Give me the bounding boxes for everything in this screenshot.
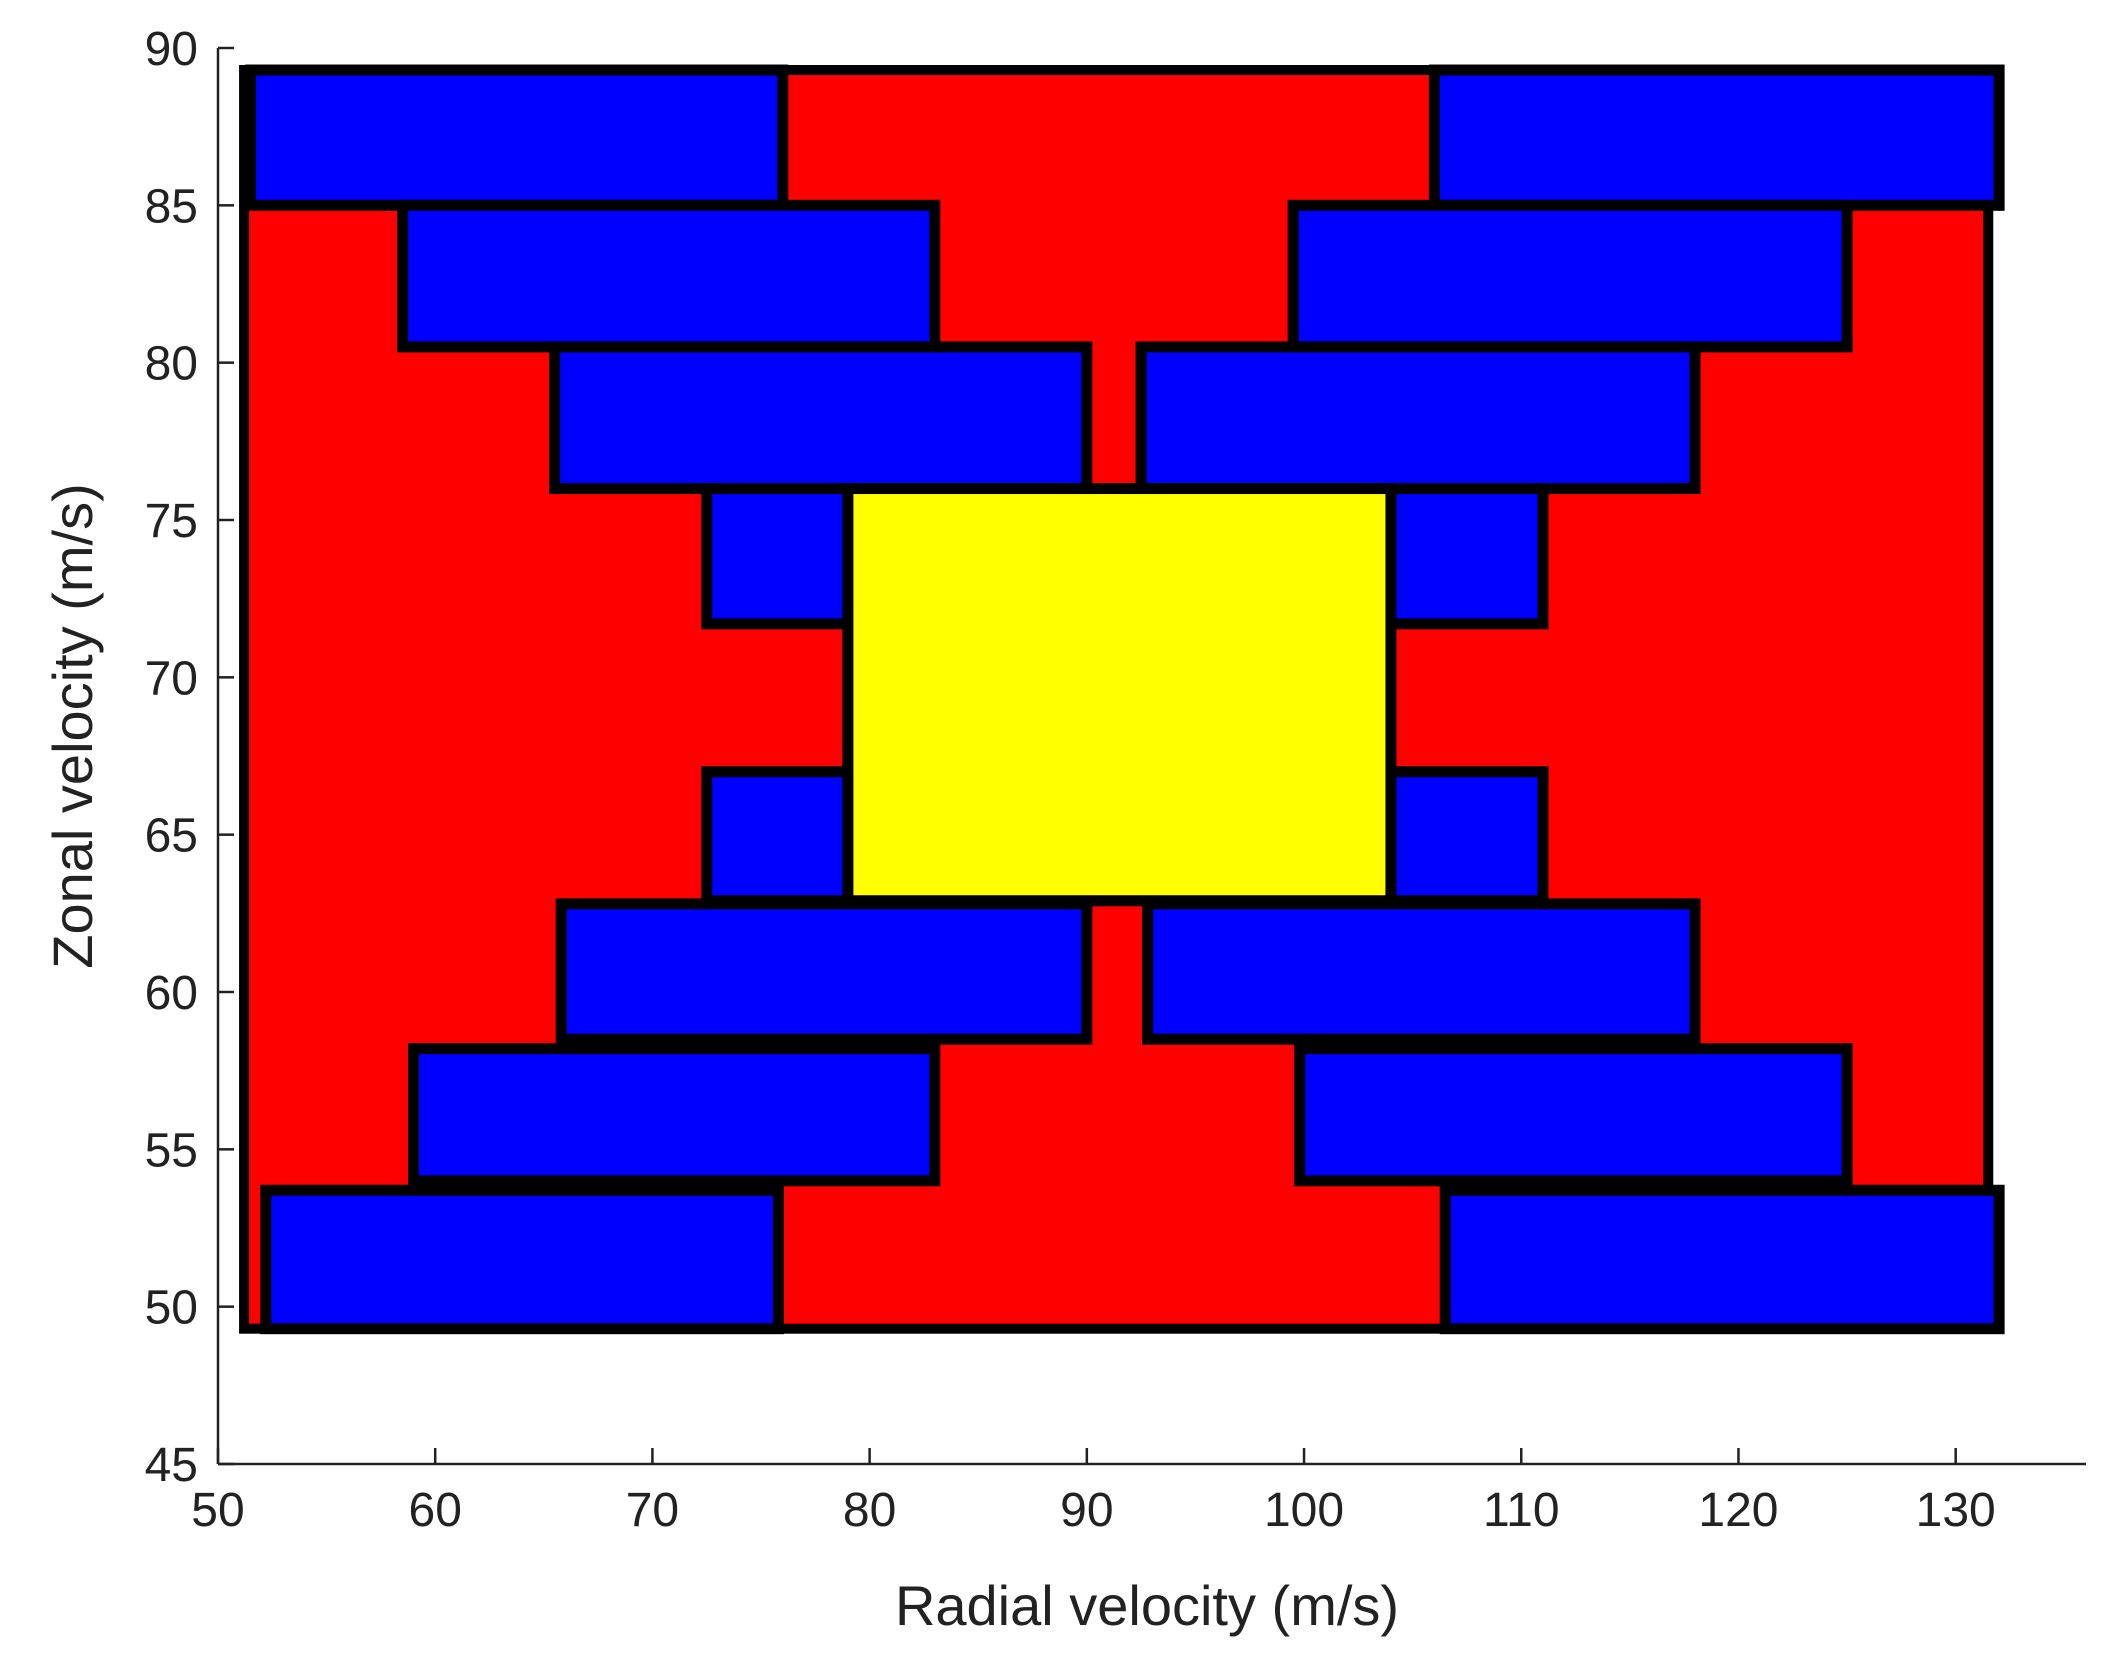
- region-blue-bottom-right-2: [1294, 1043, 1853, 1187]
- y-tick-label: 65: [145, 810, 198, 863]
- x-tick-label: 70: [626, 1484, 679, 1537]
- y-tick-label: 80: [145, 338, 198, 391]
- axes-layer: 50 60 70 80 90 100 110 120 130455055606570758085…: [145, 23, 2086, 1537]
- region-blue-mid-left-lower: [701, 766, 854, 907]
- y-tick-label: 90: [145, 23, 198, 76]
- y-tick-label: 60: [145, 967, 198, 1020]
- region-blue-bottom-left-3: [555, 898, 1093, 1045]
- region-blue-top-right-1: [1428, 64, 2005, 211]
- region-blue-top-left-1: [245, 64, 789, 211]
- x-tick-label: 100: [1264, 1484, 1344, 1537]
- region-blue-bottom-right-3: [1142, 898, 1701, 1045]
- region-blue-top-right-3: [1135, 341, 1701, 495]
- y-tick-label: 50: [145, 1282, 198, 1335]
- region-blue-mid-right-lower: [1385, 766, 1549, 907]
- region-blue-bottom-left-2: [407, 1043, 941, 1187]
- y-tick-label: 70: [145, 652, 198, 705]
- x-tick-label: 60: [409, 1484, 462, 1537]
- region-blue-bottom-right-1: [1439, 1184, 2005, 1335]
- x-tick-label: 120: [1698, 1484, 1778, 1537]
- x-axis-label: Radial velocity (m/s): [895, 1574, 1399, 1637]
- region-blue-top-left-3: [549, 341, 1093, 495]
- x-tick-label: 50: [191, 1484, 244, 1537]
- region-blue-mid-left-upper: [701, 483, 854, 630]
- region-yellow-center: [842, 483, 1397, 907]
- region-blue-top-right-2: [1287, 199, 1853, 353]
- y-tick-label: 75: [145, 495, 198, 548]
- y-axis-label: Zonal velocity (m/s): [41, 483, 104, 968]
- x-tick-label: 90: [1060, 1484, 1113, 1537]
- y-tick-label: 85: [145, 180, 198, 233]
- region-blue-mid-right-upper: [1385, 483, 1549, 630]
- x-tick-label: 110: [1483, 1484, 1560, 1537]
- x-tick-label: 80: [843, 1484, 896, 1537]
- regions-layer: [239, 64, 2005, 1335]
- x-tick-label: 130: [1916, 1484, 1996, 1537]
- y-tick-label: 55: [145, 1124, 198, 1177]
- region-blue-top-left-2: [397, 199, 941, 353]
- region-blue-bottom-left-1: [260, 1184, 784, 1335]
- y-tick-label: 45: [145, 1439, 198, 1492]
